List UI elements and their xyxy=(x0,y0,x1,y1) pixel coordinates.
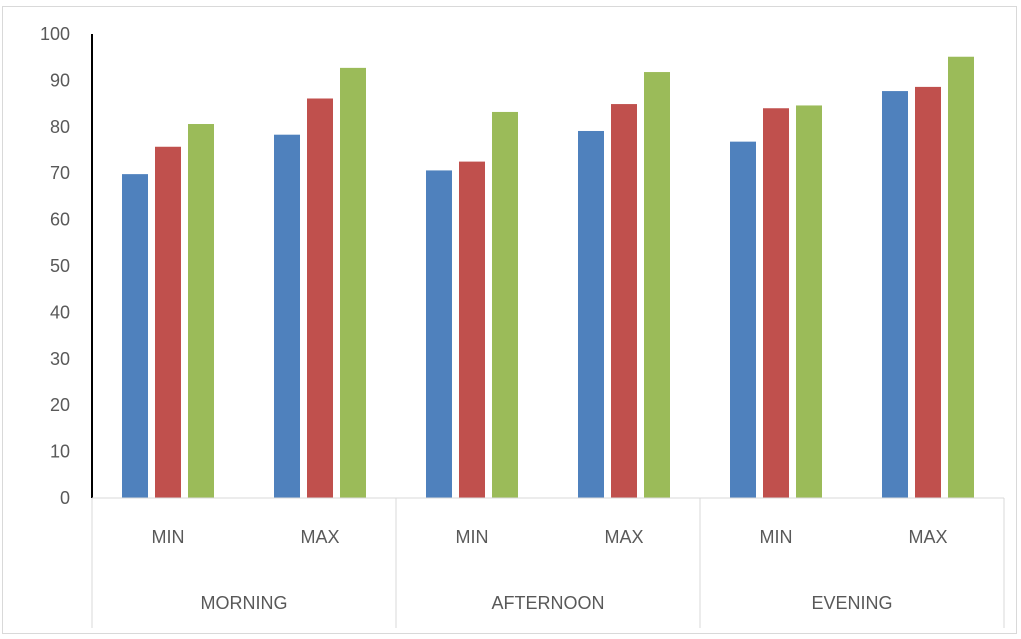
bar xyxy=(188,124,214,499)
bar xyxy=(492,111,518,499)
bar xyxy=(882,91,908,499)
x-group-label: AFTERNOON xyxy=(491,593,604,613)
y-tick-label: 60 xyxy=(50,210,70,230)
y-tick-label: 50 xyxy=(50,256,70,276)
bar xyxy=(730,141,756,498)
bar xyxy=(340,67,366,498)
bar xyxy=(307,98,333,498)
bar xyxy=(155,146,181,498)
bar xyxy=(578,130,604,498)
y-tick-label: 70 xyxy=(50,163,70,183)
x-group-label: MORNING xyxy=(201,593,288,613)
bar xyxy=(915,86,941,499)
x-category-label: MAX xyxy=(300,527,339,547)
x-group-label: EVENING xyxy=(811,593,892,613)
y-tick-label: 30 xyxy=(50,349,70,369)
y-tick-label: 0 xyxy=(60,488,70,508)
y-tick-label: 20 xyxy=(50,395,70,415)
bar xyxy=(611,104,637,499)
x-category-label: MIN xyxy=(152,527,185,547)
x-category-label: MAX xyxy=(908,527,947,547)
x-category-label: MIN xyxy=(456,527,489,547)
bar xyxy=(796,105,822,499)
bar xyxy=(948,56,974,499)
bar xyxy=(459,161,485,498)
bar xyxy=(274,134,300,499)
bar xyxy=(122,174,148,499)
bar xyxy=(763,108,789,499)
bar xyxy=(644,72,670,498)
y-tick-label: 90 xyxy=(50,70,70,90)
x-category-label: MAX xyxy=(604,527,643,547)
y-tick-label: 40 xyxy=(50,302,70,322)
y-tick-label: 10 xyxy=(50,442,70,462)
x-category-label: MIN xyxy=(760,527,793,547)
y-tick-label: 80 xyxy=(50,117,70,137)
y-tick-label: 100 xyxy=(40,24,70,44)
bar xyxy=(426,170,452,498)
